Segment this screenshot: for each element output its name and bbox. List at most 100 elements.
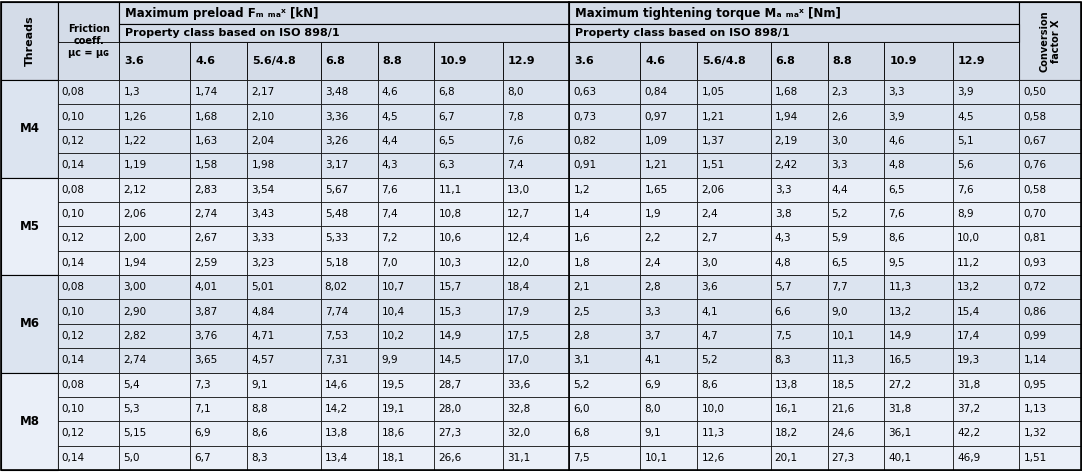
Bar — [57, 177, 119, 202]
Bar — [503, 80, 569, 104]
Bar — [378, 421, 434, 446]
Bar — [320, 372, 378, 397]
Bar — [1, 177, 1081, 275]
Bar — [569, 397, 641, 421]
Bar — [119, 2, 569, 24]
Text: 8,6: 8,6 — [888, 234, 905, 244]
Text: 5,2: 5,2 — [701, 355, 718, 365]
Bar — [434, 372, 503, 397]
Bar — [119, 446, 190, 470]
Bar — [641, 348, 697, 372]
Text: 2,74: 2,74 — [195, 209, 217, 219]
Text: 4,1: 4,1 — [645, 355, 661, 365]
Bar — [320, 251, 378, 275]
Bar — [641, 226, 697, 251]
Bar — [320, 299, 378, 324]
Text: 11,3: 11,3 — [888, 282, 912, 292]
Text: 0,14: 0,14 — [62, 355, 85, 365]
Bar — [569, 80, 641, 104]
Text: 5,67: 5,67 — [325, 185, 348, 194]
Text: 18,2: 18,2 — [775, 429, 799, 438]
Bar — [697, 177, 770, 202]
Text: 2,04: 2,04 — [251, 136, 275, 146]
Text: 46,9: 46,9 — [958, 453, 980, 463]
Text: 5,9: 5,9 — [832, 234, 848, 244]
Bar — [119, 202, 190, 226]
Text: 27,3: 27,3 — [832, 453, 855, 463]
Bar — [190, 299, 248, 324]
Text: 7,7: 7,7 — [832, 282, 848, 292]
Bar — [770, 80, 828, 104]
Text: 2,4: 2,4 — [701, 209, 718, 219]
Bar — [119, 251, 190, 275]
Text: 0,10: 0,10 — [62, 306, 84, 317]
Bar — [884, 299, 953, 324]
Bar — [884, 202, 953, 226]
Bar — [569, 24, 1019, 42]
Text: 8.8: 8.8 — [832, 56, 853, 66]
Text: 3,0: 3,0 — [832, 136, 848, 146]
Bar — [320, 397, 378, 421]
Bar — [641, 299, 697, 324]
Bar — [884, 421, 953, 446]
Bar — [770, 153, 828, 177]
Bar — [320, 129, 378, 153]
Bar — [641, 80, 697, 104]
Bar — [57, 202, 119, 226]
Bar — [503, 324, 569, 348]
Bar — [1019, 397, 1081, 421]
Text: 10.9: 10.9 — [439, 56, 467, 66]
Text: 19,3: 19,3 — [958, 355, 980, 365]
Bar — [697, 42, 770, 80]
Text: Maximum tightening torque Mₐ ₘₐˣ [Nm]: Maximum tightening torque Mₐ ₘₐˣ [Nm] — [576, 7, 842, 19]
Bar — [569, 275, 641, 299]
Text: 2,83: 2,83 — [195, 185, 217, 194]
Text: 9,9: 9,9 — [382, 355, 398, 365]
Bar — [770, 324, 828, 348]
Bar — [1019, 129, 1081, 153]
Text: 7,6: 7,6 — [958, 185, 974, 194]
Bar — [57, 251, 119, 275]
Text: 2,4: 2,4 — [645, 258, 661, 268]
Bar — [697, 275, 770, 299]
Text: 11,1: 11,1 — [438, 185, 462, 194]
Text: 12,4: 12,4 — [507, 234, 530, 244]
Text: M6: M6 — [19, 317, 39, 330]
Text: 6,0: 6,0 — [573, 404, 590, 414]
Bar — [953, 348, 1019, 372]
Bar — [569, 251, 641, 275]
Text: 18,5: 18,5 — [832, 379, 855, 390]
Bar — [57, 446, 119, 470]
Text: 7,31: 7,31 — [325, 355, 348, 365]
Text: 2,82: 2,82 — [123, 331, 147, 341]
Text: 6,5: 6,5 — [832, 258, 848, 268]
Bar — [378, 446, 434, 470]
Bar — [770, 348, 828, 372]
Bar — [503, 177, 569, 202]
Bar — [434, 251, 503, 275]
Text: 5,7: 5,7 — [775, 282, 791, 292]
Text: 10,2: 10,2 — [382, 331, 405, 341]
Bar — [697, 202, 770, 226]
Bar — [378, 177, 434, 202]
Bar — [1019, 177, 1081, 202]
Text: 3,7: 3,7 — [645, 331, 661, 341]
Bar — [1, 177, 57, 275]
Bar — [1, 275, 1081, 372]
Text: 8,3: 8,3 — [251, 453, 268, 463]
Text: 5,0: 5,0 — [123, 453, 140, 463]
Bar — [119, 80, 190, 104]
Text: 18,1: 18,1 — [382, 453, 405, 463]
Text: 8,6: 8,6 — [701, 379, 718, 390]
Bar — [697, 153, 770, 177]
Text: 6,7: 6,7 — [438, 111, 456, 122]
Text: 5,2: 5,2 — [573, 379, 590, 390]
Text: 16,1: 16,1 — [775, 404, 799, 414]
Bar — [697, 129, 770, 153]
Text: 0,14: 0,14 — [62, 258, 85, 268]
Text: 6.8: 6.8 — [326, 56, 345, 66]
Text: 1,51: 1,51 — [701, 160, 725, 170]
Bar — [119, 372, 190, 397]
Bar — [697, 104, 770, 129]
Bar — [1019, 251, 1081, 275]
